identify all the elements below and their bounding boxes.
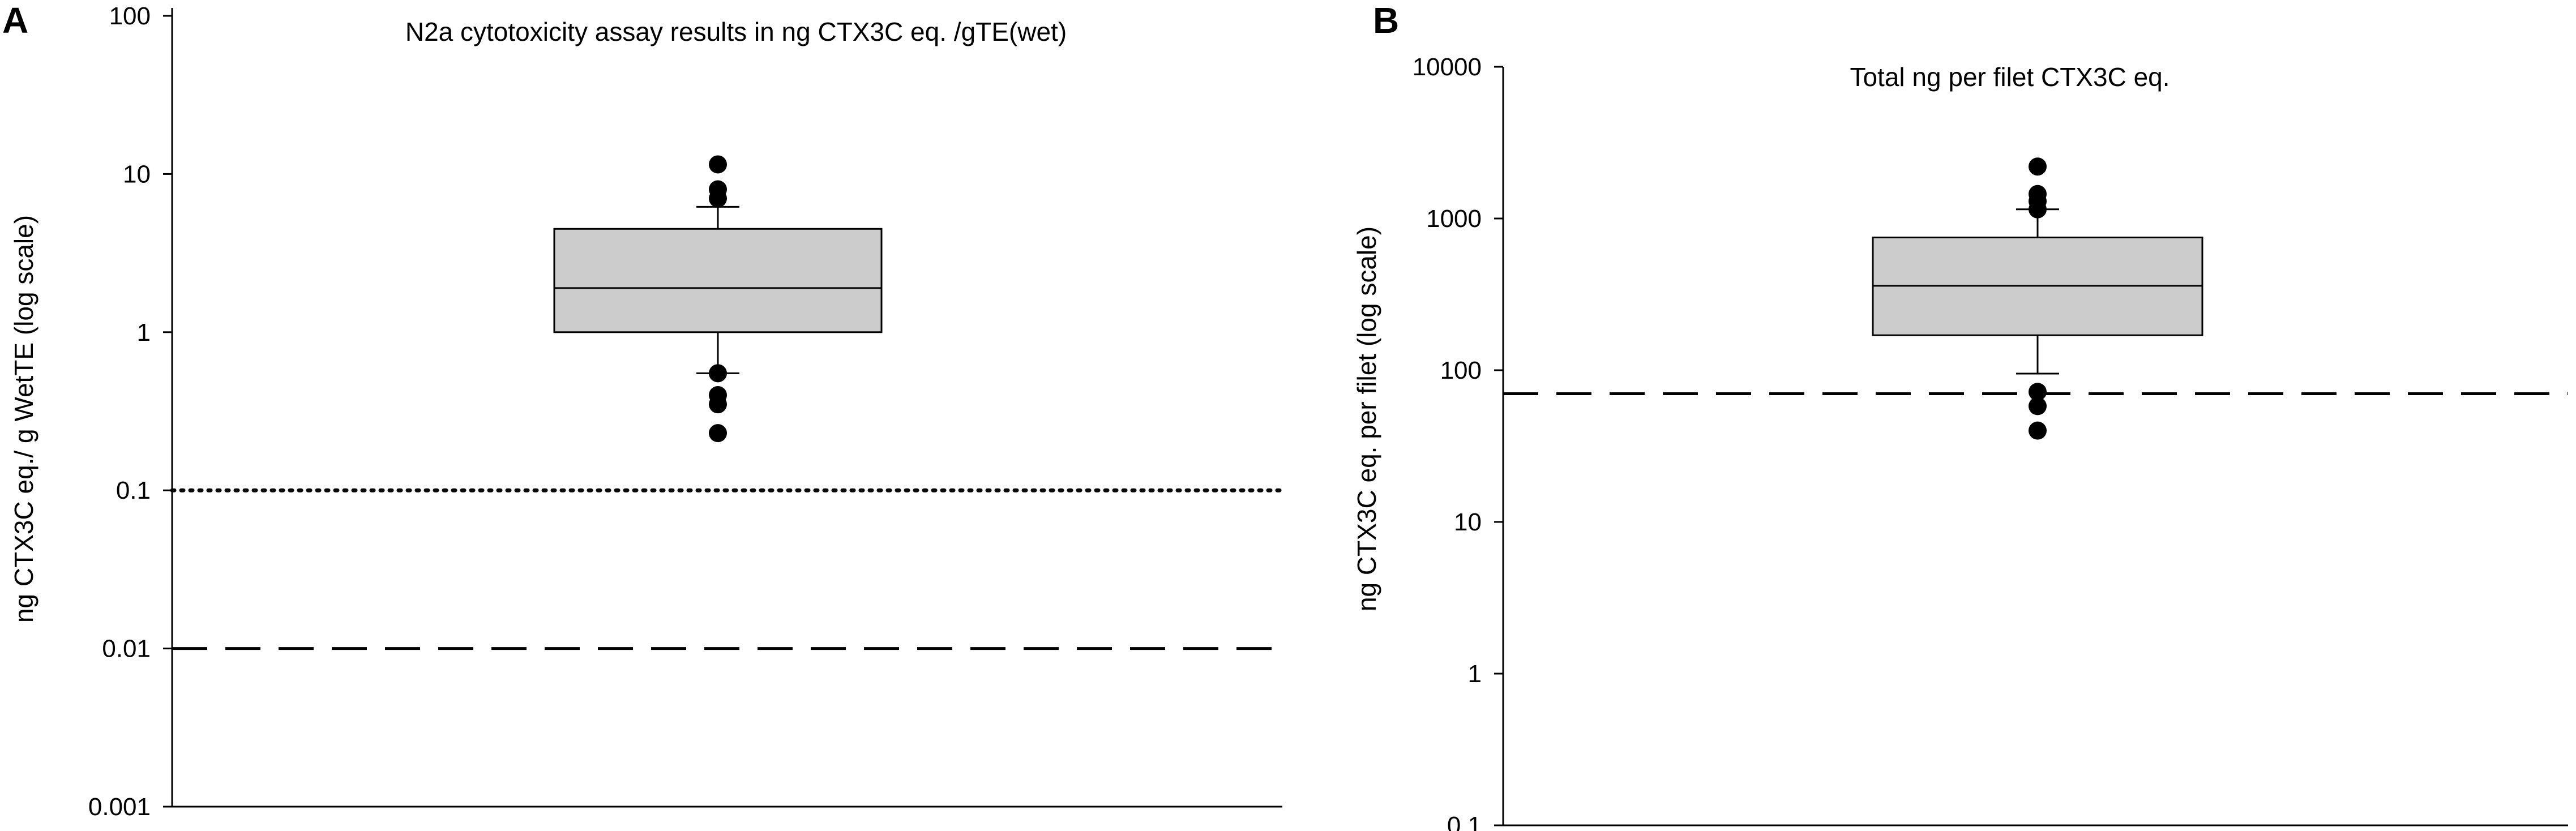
panel-b: B Total ng per filet CTX3C eq. ng CTX3C …: [1352, 0, 2568, 831]
panel-a-reference-lines: [170, 488, 1285, 650]
panel-b-outlier-point: [2029, 421, 2047, 440]
panel-b-title: Total ng per filet CTX3C eq.: [1850, 62, 2170, 92]
panel-a-y-tick-label: 1: [137, 319, 151, 346]
panel-b-y-ticks: 0.1 1 10 100 1000 10000: [1413, 53, 1503, 831]
panel-b-letter: B: [1373, 0, 1399, 41]
panel-b-y-tick-label: 10: [1454, 508, 1482, 536]
panel-b-y-axis-title: ng CTX3C eq. per filet (log scale): [1352, 226, 1381, 611]
panel-a: A N2a cytotoxicity assay results in ng C…: [2, 0, 1285, 821]
panel-b-outliers: [2029, 157, 2047, 440]
panel-b-boxplot: [1872, 208, 2203, 375]
panel-b-y-tick-label: 100: [1440, 357, 1482, 384]
panel-b-y-tick-label: 1: [1468, 660, 1482, 688]
panel-b-y-tick-label: 1000: [1426, 205, 1482, 233]
panel-a-outlier-point: [709, 364, 727, 383]
panel-a-y-tick-label: 0.001: [88, 793, 151, 821]
panel-b-outlier-point: [2029, 157, 2047, 176]
panel-a-y-tick-label: 100: [109, 2, 151, 30]
panel-a-y-tick-label: 0.01: [102, 635, 151, 663]
panel-a-y-axis-title: ng CTX3C eq./ g WetTE (log scale): [9, 215, 38, 623]
panel-a-y-ticks: 0.001 0.01 0.1 1 10 100: [88, 2, 172, 821]
panel-a-box: [553, 228, 883, 333]
panel-a-letter: A: [2, 0, 28, 41]
panel-a-y-tick-label: 10: [123, 160, 151, 188]
panel-a-title: N2a cytotoxicity assay results in ng CTX…: [405, 17, 1067, 46]
panel-a-outlier-point: [709, 424, 727, 443]
panel-b-y-tick-label: 10000: [1413, 53, 1482, 81]
panel-a-outliers: [709, 155, 727, 443]
panel-a-y-tick-label: 0.1: [116, 477, 151, 504]
panel-b-y-tick-label: 0.1: [1447, 812, 1482, 831]
panel-b-outlier-point: [2029, 383, 2047, 401]
panel-a-boxplot: [553, 205, 883, 374]
panel-a-outlier-point: [709, 180, 727, 199]
panel-b-outlier-point: [2029, 185, 2047, 203]
panel-a-outlier-point: [709, 385, 727, 404]
panel-b-outlier-point: [2029, 397, 2047, 416]
panel-a-outlier-point: [709, 155, 727, 174]
